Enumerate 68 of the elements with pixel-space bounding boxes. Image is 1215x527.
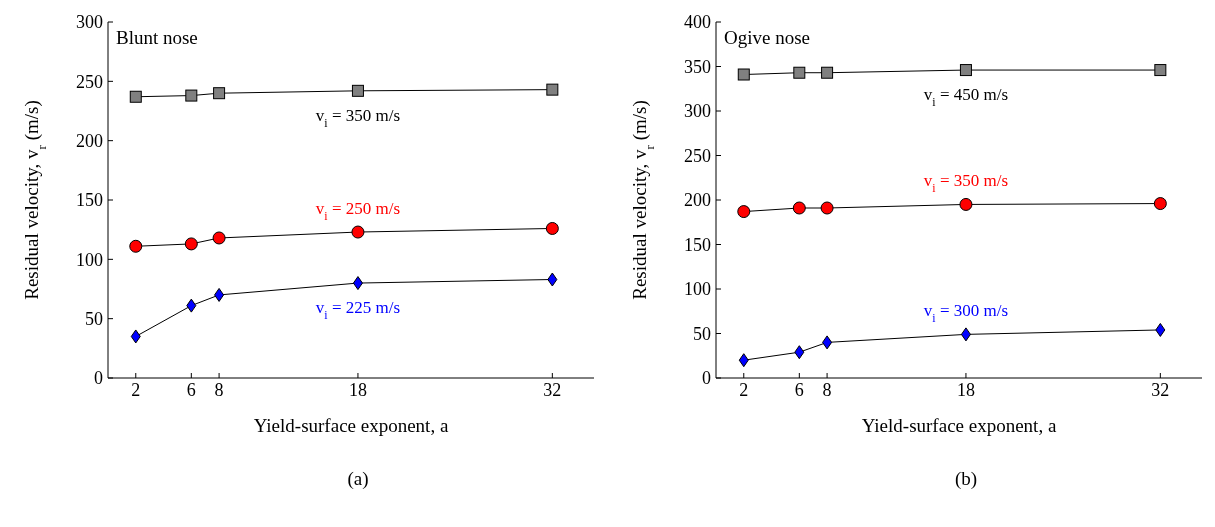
y-tick-label: 400: [684, 12, 711, 33]
y-tick-label: 150: [76, 190, 103, 211]
point: [737, 68, 750, 81]
point: [186, 298, 197, 313]
point: [546, 83, 559, 96]
x-tick-label: 18: [348, 379, 367, 400]
text: (a): [346, 468, 370, 490]
point: [351, 225, 365, 239]
x-tick-label: 2: [131, 379, 141, 400]
point: [352, 276, 363, 291]
series-label: v$_{i}$ = 300 m/s: [923, 301, 1009, 326]
y-tick-label: 300: [76, 12, 103, 33]
series-label: v$_{i}$ = 225 m/s: [315, 297, 401, 322]
y-tick-label: 0: [702, 368, 711, 389]
point: [545, 221, 559, 235]
y-tick-label: 150: [684, 234, 711, 255]
x-tick-label: 8: [822, 379, 832, 400]
series-label: v$_{i}$ = 250 m/s: [315, 198, 401, 223]
y-tick-label: 100: [76, 249, 103, 270]
y-tick-label: 200: [684, 190, 711, 211]
point: [213, 87, 226, 100]
x-tick-label: 32: [1151, 379, 1170, 400]
point: [351, 84, 364, 97]
point: [184, 237, 198, 251]
point: [129, 90, 142, 103]
x-tick-label: 8: [214, 379, 224, 400]
point: [960, 327, 971, 342]
chart-title: Blunt nose: [116, 27, 198, 48]
x-axis-title: Yield-surface exponent, a: [861, 415, 1057, 436]
x-tick-label: 32: [543, 379, 562, 400]
y-tick-label: 0: [94, 368, 103, 389]
point: [792, 201, 806, 215]
y-tick-label: 100: [684, 279, 711, 300]
point: [1154, 64, 1167, 77]
x-tick-label: 18: [956, 379, 975, 400]
series-label: v$_{i}$ = 350 m/s: [923, 171, 1009, 196]
point: [820, 201, 834, 215]
series-label: v$_{i}$ = 450 m/s: [923, 84, 1009, 109]
x-tick-label: 2: [739, 379, 749, 400]
point: [738, 353, 749, 368]
point: [212, 231, 226, 245]
point: [547, 272, 558, 287]
point: [822, 335, 833, 350]
text: (b): [953, 468, 979, 490]
x-tick-label: 6: [794, 379, 804, 400]
y-tick-label: 50: [693, 323, 711, 344]
y-tick-label: 200: [76, 131, 103, 152]
point: [185, 89, 198, 102]
x-axis-title: Yield-surface exponent, a: [253, 415, 449, 436]
point: [959, 64, 972, 77]
y-tick-label: 250: [684, 145, 711, 166]
chart-title: Ogive nose: [724, 27, 811, 48]
point: [1155, 322, 1166, 337]
point: [794, 345, 805, 360]
point: [1153, 197, 1167, 211]
point: [214, 287, 225, 302]
point: [959, 197, 973, 211]
point: [737, 205, 751, 219]
y-tick-label: 50: [85, 309, 103, 330]
x-tick-label: 6: [186, 379, 196, 400]
point: [130, 329, 141, 344]
y-tick-label: 350: [684, 56, 711, 77]
point: [821, 66, 834, 79]
point: [129, 239, 143, 253]
point: [793, 66, 806, 79]
y-tick-label: 300: [684, 101, 711, 122]
y-tick-label: 250: [76, 71, 103, 92]
series-label: v$_{i}$ = 350 m/s: [315, 105, 401, 130]
